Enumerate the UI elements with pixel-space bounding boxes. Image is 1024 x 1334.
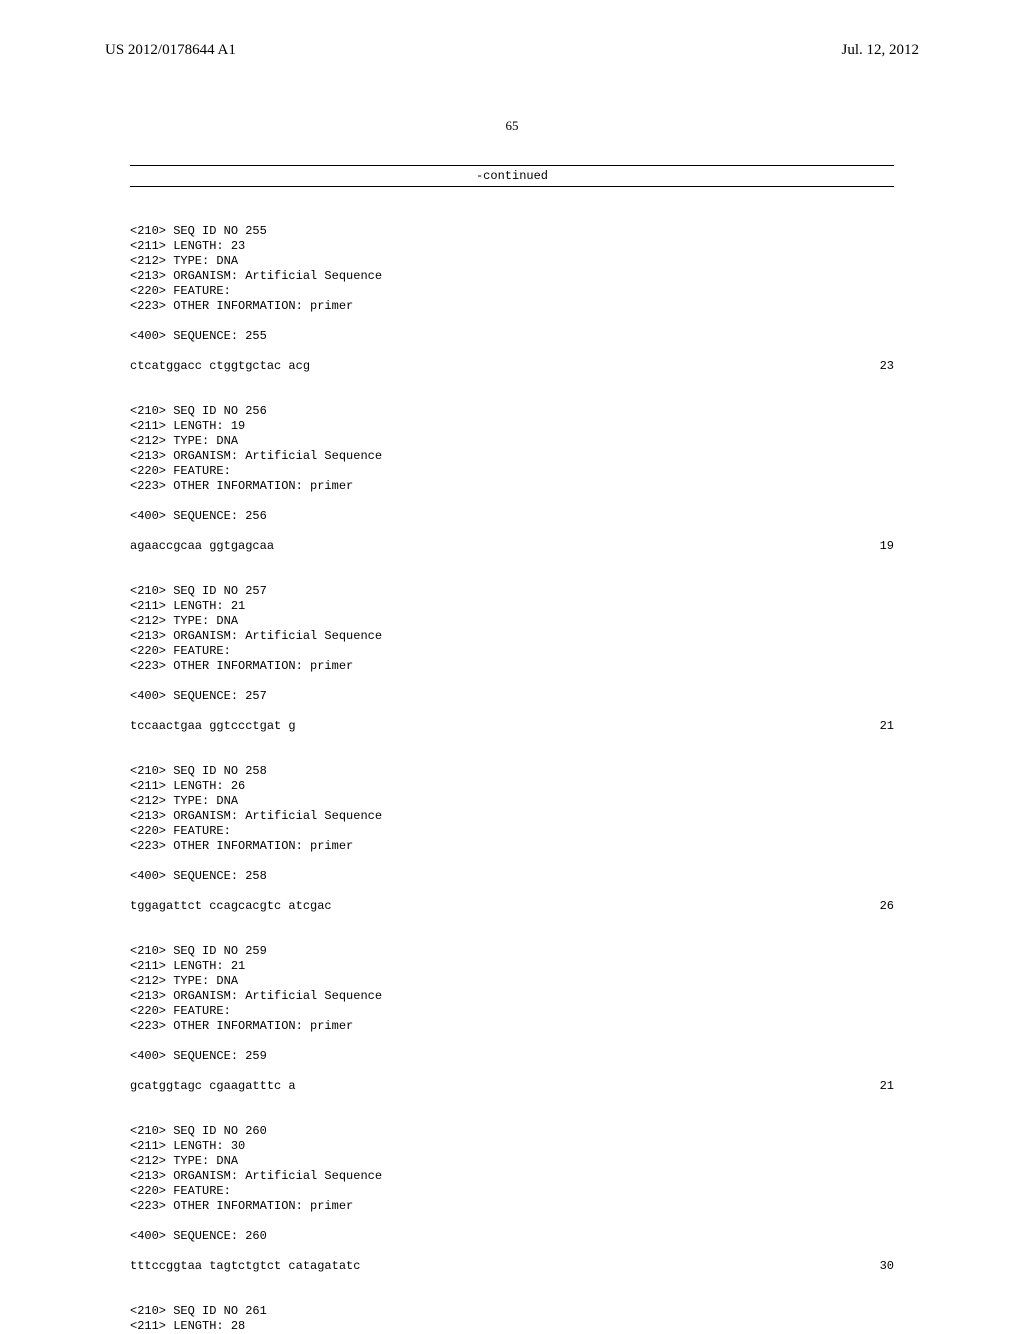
sequence-data-row: tggagattct ccagcacgtc atcgac 26 xyxy=(130,899,894,914)
sequence-data-row: tttccggtaa tagtctgtct catagatatc 30 xyxy=(130,1259,894,1274)
sequence-meta-line: <223> OTHER INFORMATION: primer xyxy=(130,1199,894,1214)
sequence-meta-line: <212> TYPE: DNA xyxy=(130,434,894,449)
sequence-listing: <210> SEQ ID NO 255<211> LENGTH: 23<212>… xyxy=(130,224,894,1334)
continued-section: -continued xyxy=(130,165,894,187)
sequence-data-row: tccaactgaa ggtccctgat g 21 xyxy=(130,719,894,734)
sequence-meta-line: <211> LENGTH: 23 xyxy=(130,239,894,254)
sequence-meta-line: <210> SEQ ID NO 258 xyxy=(130,764,894,779)
sequence-label: <400> SEQUENCE: 259 xyxy=(130,1049,894,1064)
sequence-length-value: 21 xyxy=(880,1079,894,1094)
sequence-meta-line: <220> FEATURE: xyxy=(130,644,894,659)
sequence-block: <210> SEQ ID NO 256<211> LENGTH: 19<212>… xyxy=(130,404,894,554)
sequence-meta-line: <211> LENGTH: 21 xyxy=(130,599,894,614)
sequence-header: <210> SEQ ID NO 256<211> LENGTH: 19<212>… xyxy=(130,404,894,494)
sequence-meta-line: <223> OTHER INFORMATION: primer xyxy=(130,1019,894,1034)
sequence-meta-line: <212> TYPE: DNA xyxy=(130,974,894,989)
sequence-block: <210> SEQ ID NO 257<211> LENGTH: 21<212>… xyxy=(130,584,894,734)
sequence-meta-line: <211> LENGTH: 30 xyxy=(130,1139,894,1154)
sequence-meta-line: <213> ORGANISM: Artificial Sequence xyxy=(130,1169,894,1184)
sequence-data: gcatggtagc cgaagatttc a xyxy=(130,1079,296,1094)
sequence-meta-line: <213> ORGANISM: Artificial Sequence xyxy=(130,989,894,1004)
sequence-length-value: 19 xyxy=(880,539,894,554)
sequence-data: tttccggtaa tagtctgtct catagatatc xyxy=(130,1259,360,1274)
sequence-meta-line: <210> SEQ ID NO 256 xyxy=(130,404,894,419)
divider-line xyxy=(130,186,894,187)
sequence-meta-line: <223> OTHER INFORMATION: primer xyxy=(130,659,894,674)
sequence-length-value: 26 xyxy=(880,899,894,914)
document-header: US 2012/0178644 A1 Jul. 12, 2012 xyxy=(105,42,919,59)
page-number: 65 xyxy=(0,118,1024,134)
publication-date: Jul. 12, 2012 xyxy=(841,42,919,59)
sequence-meta-line: <220> FEATURE: xyxy=(130,464,894,479)
sequence-block: <210> SEQ ID NO 259<211> LENGTH: 21<212>… xyxy=(130,944,894,1094)
sequence-meta-line: <220> FEATURE: xyxy=(130,824,894,839)
sequence-meta-line: <223> OTHER INFORMATION: primer xyxy=(130,479,894,494)
sequence-meta-line: <211> LENGTH: 26 xyxy=(130,779,894,794)
sequence-block: <210> SEQ ID NO 258<211> LENGTH: 26<212>… xyxy=(130,764,894,914)
sequence-meta-line: <220> FEATURE: xyxy=(130,1184,894,1199)
sequence-label: <400> SEQUENCE: 256 xyxy=(130,509,894,524)
sequence-header: <210> SEQ ID NO 259<211> LENGTH: 21<212>… xyxy=(130,944,894,1034)
sequence-length-value: 23 xyxy=(880,359,894,374)
publication-number: US 2012/0178644 A1 xyxy=(105,42,236,59)
sequence-label: <400> SEQUENCE: 257 xyxy=(130,689,894,704)
sequence-data: ctcatggacc ctggtgctac acg xyxy=(130,359,310,374)
divider-line xyxy=(130,165,894,166)
sequence-meta-line: <223> OTHER INFORMATION: primer xyxy=(130,839,894,854)
sequence-meta-line: <213> ORGANISM: Artificial Sequence xyxy=(130,809,894,824)
sequence-length-value: 21 xyxy=(880,719,894,734)
sequence-header: <210> SEQ ID NO 257<211> LENGTH: 21<212>… xyxy=(130,584,894,674)
sequence-meta-line: <211> LENGTH: 19 xyxy=(130,419,894,434)
sequence-block: <210> SEQ ID NO 255<211> LENGTH: 23<212>… xyxy=(130,224,894,374)
sequence-meta-line: <211> LENGTH: 28 xyxy=(130,1319,894,1334)
sequence-length-value: 30 xyxy=(880,1259,894,1274)
sequence-meta-line: <211> LENGTH: 21 xyxy=(130,959,894,974)
sequence-meta-line: <213> ORGANISM: Artificial Sequence xyxy=(130,449,894,464)
sequence-meta-line: <213> ORGANISM: Artificial Sequence xyxy=(130,629,894,644)
sequence-data-row: ctcatggacc ctggtgctac acg 23 xyxy=(130,359,894,374)
continued-label: -continued xyxy=(130,169,894,183)
sequence-data: tggagattct ccagcacgtc atcgac xyxy=(130,899,332,914)
sequence-header: <210> SEQ ID NO 255<211> LENGTH: 23<212>… xyxy=(130,224,894,314)
sequence-header: <210> SEQ ID NO 260<211> LENGTH: 30<212>… xyxy=(130,1124,894,1214)
sequence-block-trailing: <210> SEQ ID NO 261<211> LENGTH: 28 xyxy=(130,1304,894,1334)
sequence-meta-line: <220> FEATURE: xyxy=(130,284,894,299)
sequence-meta-line: <212> TYPE: DNA xyxy=(130,1154,894,1169)
sequence-data-row: agaaccgcaa ggtgagcaa 19 xyxy=(130,539,894,554)
sequence-label: <400> SEQUENCE: 258 xyxy=(130,869,894,884)
sequence-meta-line: <210> SEQ ID NO 257 xyxy=(130,584,894,599)
sequence-meta-line: <220> FEATURE: xyxy=(130,1004,894,1019)
sequence-label: <400> SEQUENCE: 255 xyxy=(130,329,894,344)
sequence-meta-line: <210> SEQ ID NO 255 xyxy=(130,224,894,239)
sequence-meta-line: <210> SEQ ID NO 260 xyxy=(130,1124,894,1139)
sequence-meta-line: <212> TYPE: DNA xyxy=(130,254,894,269)
sequence-meta-line: <210> SEQ ID NO 261 xyxy=(130,1304,894,1319)
sequence-meta-line: <223> OTHER INFORMATION: primer xyxy=(130,299,894,314)
sequence-meta-line: <213> ORGANISM: Artificial Sequence xyxy=(130,269,894,284)
sequence-meta-line: <210> SEQ ID NO 259 xyxy=(130,944,894,959)
sequence-data-row: gcatggtagc cgaagatttc a 21 xyxy=(130,1079,894,1094)
sequence-block: <210> SEQ ID NO 260<211> LENGTH: 30<212>… xyxy=(130,1124,894,1274)
sequence-meta-line: <212> TYPE: DNA xyxy=(130,614,894,629)
sequence-header: <210> SEQ ID NO 258<211> LENGTH: 26<212>… xyxy=(130,764,894,854)
sequence-data: agaaccgcaa ggtgagcaa xyxy=(130,539,274,554)
sequence-data: tccaactgaa ggtccctgat g xyxy=(130,719,296,734)
sequence-meta-line: <212> TYPE: DNA xyxy=(130,794,894,809)
sequence-label: <400> SEQUENCE: 260 xyxy=(130,1229,894,1244)
